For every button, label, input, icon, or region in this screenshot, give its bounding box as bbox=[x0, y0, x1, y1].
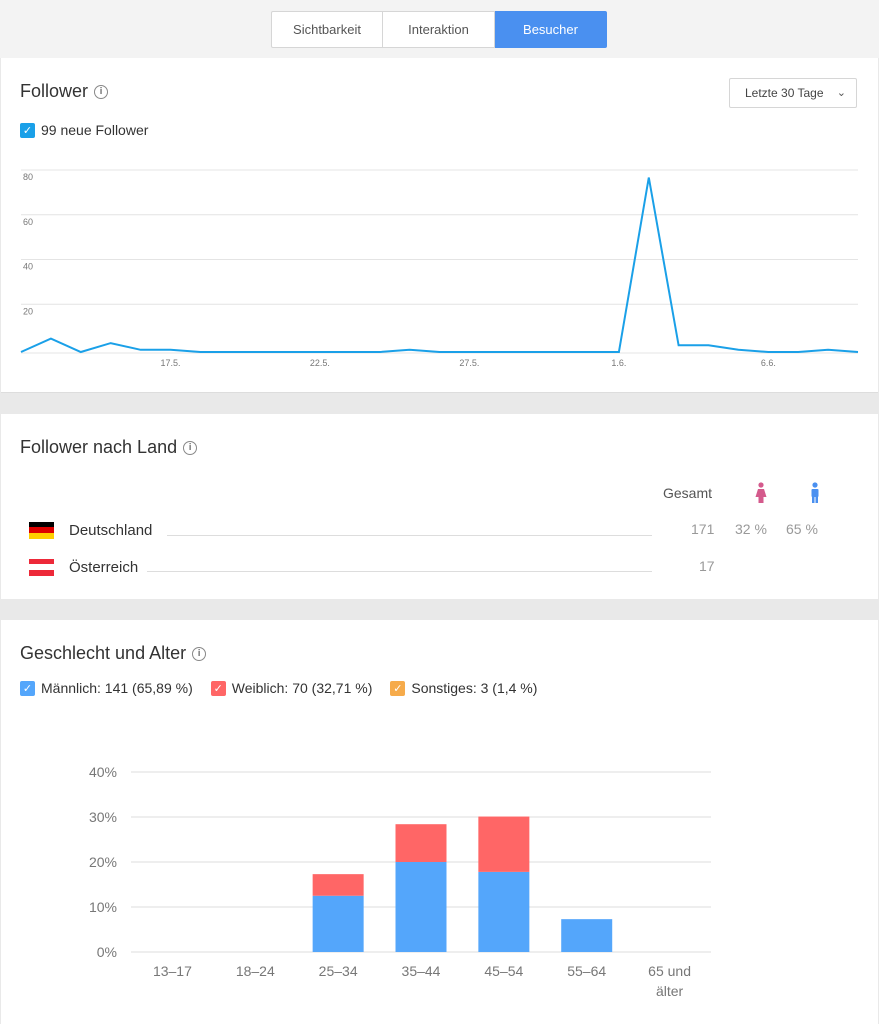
bar-weiblich bbox=[312, 874, 364, 896]
y-tick-label: 20 bbox=[23, 306, 33, 316]
followers-series-line bbox=[20, 177, 859, 354]
gender-age-card: Geschlecht und Alter i ✓ Männlich: 141 (… bbox=[1, 620, 878, 1024]
tab-interaktion[interactable]: Interaktion bbox=[383, 11, 495, 48]
germany-flag-icon bbox=[29, 521, 54, 539]
followers-title-row: Follower i bbox=[20, 81, 109, 102]
countries-card: Follower nach Land i Gesamt Deutschland … bbox=[1, 414, 878, 599]
country-name: Österreich bbox=[69, 558, 139, 576]
y-tick-label: 60 bbox=[23, 217, 33, 227]
legend-male-label: Männlich: 141 (65,89 %) bbox=[41, 680, 193, 696]
bar-männlich bbox=[478, 871, 530, 952]
y-tick-label: 30% bbox=[89, 809, 117, 825]
countries-title: Follower nach Land bbox=[20, 437, 178, 457]
country-total: 17 bbox=[699, 558, 715, 574]
date-range-label: Letzte 30 Tage bbox=[745, 86, 824, 100]
country-row-deutschland: Deutschland bbox=[29, 520, 152, 540]
x-tick-label: 25–34 bbox=[319, 963, 358, 979]
legend-other-label: Sonstiges: 3 (1,4 %) bbox=[411, 680, 538, 696]
followers-card: Follower i Letzte 30 Tage ⌄ ✓ 99 neue Fo… bbox=[1, 58, 878, 393]
y-tick-label: 10% bbox=[89, 899, 117, 915]
followers-checkbox[interactable]: ✓ bbox=[20, 122, 35, 138]
row-divider bbox=[147, 571, 652, 572]
x-tick-label: 6.6. bbox=[761, 358, 776, 368]
x-tick-label: 22.5. bbox=[310, 358, 330, 368]
y-tick-label: 0% bbox=[97, 944, 117, 960]
x-tick-label: 18–24 bbox=[236, 963, 275, 979]
female-icon bbox=[755, 482, 767, 503]
tab-sichtbarkeit[interactable]: Sichtbarkeit bbox=[271, 11, 383, 48]
x-tick-label: 17.5. bbox=[160, 358, 180, 368]
gender-legend: ✓ Männlich: 141 (65,89 %) ✓ Weiblich: 70… bbox=[20, 680, 549, 696]
x-tick-label: 45–54 bbox=[484, 963, 523, 979]
x-tick-label: 65 und bbox=[648, 963, 691, 979]
bar-männlich bbox=[561, 919, 613, 952]
legend-other[interactable]: ✓ Sonstiges: 3 (1,4 %) bbox=[390, 680, 537, 696]
followers-title: Follower bbox=[20, 81, 89, 101]
country-total: 171 bbox=[691, 521, 715, 537]
bar-männlich bbox=[312, 895, 364, 952]
x-tick-label: 1.6. bbox=[611, 358, 626, 368]
y-tick-label: 80 bbox=[23, 172, 33, 182]
austria-flag-icon bbox=[29, 558, 54, 576]
legend-female[interactable]: ✓ Weiblich: 70 (32,71 %) bbox=[210, 680, 373, 696]
gender-age-title-row: Geschlecht und Alter i bbox=[20, 643, 207, 664]
y-tick-label: 20% bbox=[89, 854, 117, 870]
info-icon[interactable]: i bbox=[94, 84, 109, 99]
tab-group: Sichtbarkeit Interaktion Besucher bbox=[271, 11, 607, 48]
x-tick-label: 13–17 bbox=[153, 963, 192, 979]
bar-weiblich bbox=[478, 816, 530, 872]
gender-age-bar-chart: 40% 30% 20% 10% 0% 13–17 18–24 25–34 35–44 45–54 5… bbox=[89, 764, 711, 999]
header-total: Gesamt bbox=[663, 485, 713, 501]
x-tick-label: älter bbox=[656, 983, 684, 999]
followers-legend: ✓ 99 neue Follower bbox=[20, 122, 148, 138]
y-tick-label: 40 bbox=[23, 262, 33, 272]
country-male-pct: 65 % bbox=[786, 521, 818, 537]
countries-title-row: Follower nach Land i bbox=[20, 437, 198, 458]
male-checkbox[interactable]: ✓ bbox=[20, 680, 35, 696]
other-checkbox[interactable]: ✓ bbox=[390, 680, 406, 696]
info-icon[interactable]: i bbox=[183, 440, 198, 455]
followers-line-chart: 80 60 40 20 17.5. 22.5. 27.5. 1.6. 6.6. bbox=[20, 169, 859, 368]
x-tick-label: 27.5. bbox=[459, 358, 479, 368]
followers-legend-label: 99 neue Follower bbox=[41, 122, 149, 138]
top-bar: Sichtbarkeit Interaktion Besucher bbox=[0, 0, 879, 58]
country-name: Deutschland bbox=[69, 521, 153, 539]
date-range-dropdown[interactable]: Letzte 30 Tage ⌄ bbox=[729, 78, 857, 108]
x-tick-label: 55–64 bbox=[567, 963, 606, 979]
country-female-pct: 32 % bbox=[735, 521, 767, 537]
x-tick-label: 35–44 bbox=[402, 963, 441, 979]
legend-male[interactable]: ✓ Männlich: 141 (65,89 %) bbox=[20, 680, 193, 696]
country-row-oesterreich: Österreich bbox=[29, 557, 138, 577]
bar-männlich bbox=[395, 862, 447, 952]
legend-female-label: Weiblich: 70 (32,71 %) bbox=[231, 680, 373, 696]
female-checkbox[interactable]: ✓ bbox=[210, 680, 226, 696]
tab-besucher[interactable]: Besucher bbox=[495, 11, 607, 48]
row-divider bbox=[167, 535, 652, 536]
male-icon bbox=[811, 482, 819, 503]
gender-age-title: Geschlecht und Alter bbox=[20, 643, 187, 663]
y-tick-label: 40% bbox=[89, 764, 117, 780]
bar-weiblich bbox=[395, 824, 447, 862]
info-icon[interactable]: i bbox=[192, 646, 207, 661]
chevron-down-icon: ⌄ bbox=[836, 87, 846, 99]
